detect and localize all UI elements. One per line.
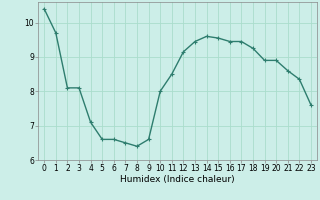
X-axis label: Humidex (Indice chaleur): Humidex (Indice chaleur): [120, 175, 235, 184]
